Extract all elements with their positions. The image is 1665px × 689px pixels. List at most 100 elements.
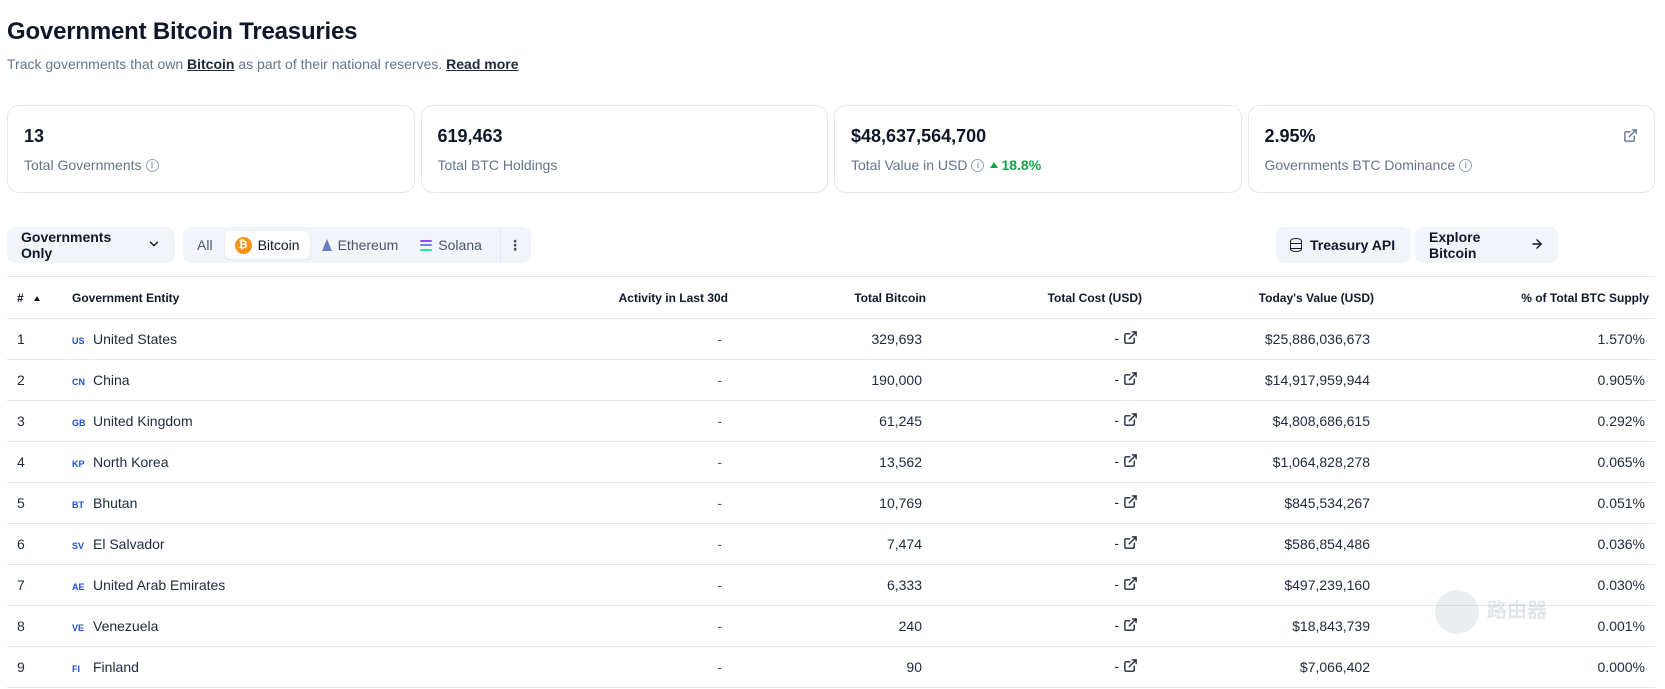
cell-total-cost: - xyxy=(932,401,1148,442)
entity-name[interactable]: Venezuela xyxy=(93,618,159,634)
arrow-right-icon xyxy=(1530,237,1544,254)
cell-entity[interactable]: VE Venezuela xyxy=(66,606,486,647)
cell-total-cost: - xyxy=(932,483,1148,524)
cell-total-cost: - xyxy=(932,319,1148,360)
cell-entity[interactable]: AE United Arab Emirates xyxy=(66,565,486,606)
cost-value: - xyxy=(1114,452,1119,469)
col-activity[interactable]: Activity in Last 30d xyxy=(486,277,734,319)
cell-entity[interactable]: GB United Kingdom xyxy=(66,401,486,442)
info-icon[interactable]: i xyxy=(1459,158,1473,172)
col-total-cost[interactable]: Total Cost (USD) xyxy=(932,277,1148,319)
cell-total-cost: - xyxy=(932,360,1148,401)
explore-bitcoin-button[interactable]: Explore Bitcoin xyxy=(1415,227,1558,263)
entity-name[interactable]: North Korea xyxy=(93,454,169,470)
external-link-icon[interactable] xyxy=(1123,371,1138,389)
cell-rank: 6 xyxy=(17,536,25,552)
external-link-icon[interactable] xyxy=(1123,535,1138,553)
stat-card-total-governments: 13 Total Governments i xyxy=(7,105,415,193)
table-row[interactable]: 5 BT Bhutan - 10,769 - $845,534,267 0.051% xyxy=(7,483,1655,524)
cell-rank: 1 xyxy=(17,331,25,347)
cell-entity[interactable]: KP North Korea xyxy=(66,442,486,483)
country-flag-icon: AE xyxy=(72,582,85,592)
cell-activity: - xyxy=(717,495,722,511)
governments-only-dropdown[interactable]: Governments Only xyxy=(7,227,175,263)
table-row[interactable]: 4 KP North Korea - 13,562 - $1,064,828,278 0.06… xyxy=(7,442,1655,483)
col-todays-value[interactable]: Today's Value (USD) xyxy=(1148,277,1380,319)
entity-name[interactable]: Bhutan xyxy=(93,495,138,511)
cell-entity[interactable]: BT Bhutan xyxy=(66,483,486,524)
entity-name[interactable]: United Arab Emirates xyxy=(93,577,226,593)
bitcoin-link[interactable]: Bitcoin xyxy=(187,56,235,72)
cell-total-bitcoin: 13,562 xyxy=(879,454,922,470)
info-icon[interactable]: i xyxy=(971,158,985,172)
cell-pct-supply: 0.030% xyxy=(1597,577,1645,593)
button-label: Treasury API xyxy=(1310,237,1396,253)
read-more-link[interactable]: Read more xyxy=(446,56,519,72)
stat-label: Total Governments i xyxy=(24,157,398,173)
toolbar: Governments Only All ₿ Bitcoin Ethereum … xyxy=(7,227,1655,263)
col-total-bitcoin[interactable]: Total Bitcoin xyxy=(734,277,932,319)
cell-entity[interactable]: SV El Salvador xyxy=(66,524,486,565)
entity-name[interactable]: Finland xyxy=(93,659,139,675)
cell-total-cost: - xyxy=(932,442,1148,483)
cell-entity[interactable]: US United States xyxy=(66,319,486,360)
stat-label: Governments BTC Dominance i xyxy=(1265,157,1639,173)
entity-name[interactable]: United Kingdom xyxy=(93,413,193,429)
col-label: Today's Value (USD) xyxy=(1258,290,1374,305)
col-rank[interactable]: # xyxy=(7,277,66,319)
col-pct-supply[interactable]: % of Total BTC Supply xyxy=(1380,277,1655,319)
external-link-icon[interactable] xyxy=(1123,330,1138,348)
country-flag-icon: KP xyxy=(72,459,85,469)
cell-todays-value: $18,843,739 xyxy=(1292,618,1370,634)
table-row[interactable]: 8 VE Venezuela - 240 - $18,843,739 0.001% xyxy=(7,606,1655,647)
external-link-icon[interactable] xyxy=(1123,412,1138,430)
treasuries-table: # Government Entity Activity in Last 30d… xyxy=(7,276,1655,688)
country-flag-icon: FI xyxy=(72,664,80,674)
asset-filter-group: All ₿ Bitcoin Ethereum Solana ⋮ xyxy=(183,227,531,263)
cell-rank: 9 xyxy=(17,659,25,675)
table-row[interactable]: 1 US United States - 329,693 - $25,886,036,673… xyxy=(7,319,1655,360)
cell-pct-supply: 0.292% xyxy=(1597,413,1645,429)
external-link-icon[interactable] xyxy=(1123,617,1138,635)
cell-entity[interactable]: FI Finland xyxy=(66,647,486,688)
table-row[interactable]: 7 AE United Arab Emirates - 6,333 - $497,239,1… xyxy=(7,565,1655,606)
filter-label: Solana xyxy=(438,237,482,253)
external-link-icon[interactable] xyxy=(1123,453,1138,471)
more-options-icon[interactable]: ⋮ xyxy=(508,236,522,253)
cell-todays-value: $7,066,402 xyxy=(1299,659,1370,675)
external-link-icon[interactable] xyxy=(1123,576,1138,594)
table-row[interactable]: 3 GB United Kingdom - 61,245 - $4,808,686,615 0… xyxy=(7,401,1655,442)
cell-activity: - xyxy=(717,331,722,347)
page-subtitle: Track governments that own Bitcoin as pa… xyxy=(7,56,519,72)
col-label: Total Cost (USD) xyxy=(1047,290,1142,305)
stats-cards: 13 Total Governments i 619,463 Total BTC… xyxy=(7,105,1655,193)
table-body: 1 US United States - 329,693 - $25,886,036,673… xyxy=(7,319,1655,688)
external-link-icon[interactable] xyxy=(1123,494,1138,512)
cell-pct-supply: 0.051% xyxy=(1597,495,1645,511)
table-row[interactable]: 2 CN China - 190,000 - $14,917,959,944 0.905% xyxy=(7,360,1655,401)
entity-name[interactable]: China xyxy=(93,372,130,388)
col-label: # xyxy=(17,290,24,305)
entity-name[interactable]: El Salvador xyxy=(93,536,165,552)
dropdown-label: Governments Only xyxy=(21,229,112,261)
table-row[interactable]: 9 FI Finland - 90 - $7,066,402 0.000% xyxy=(7,647,1655,688)
filter-all[interactable]: All xyxy=(187,231,223,259)
external-link-icon[interactable] xyxy=(1623,128,1638,148)
stat-card-total-btc-holdings: 619,463 Total BTC Holdings xyxy=(420,105,828,193)
cell-entity[interactable]: CN China xyxy=(66,360,486,401)
table-row[interactable]: 6 SV El Salvador - 7,474 - $586,854,486 0.036% xyxy=(7,524,1655,565)
cost-value: - xyxy=(1114,657,1119,674)
country-flag-icon: SV xyxy=(72,541,85,551)
filter-solana[interactable]: Solana xyxy=(410,231,492,259)
cell-rank: 3 xyxy=(17,413,25,429)
info-icon[interactable]: i xyxy=(145,158,159,172)
filter-ethereum[interactable]: Ethereum xyxy=(312,231,409,259)
col-entity[interactable]: Government Entity xyxy=(66,277,486,319)
treasury-api-button[interactable]: Treasury API xyxy=(1276,227,1411,263)
bitcoin-icon: ₿ xyxy=(234,236,252,254)
filter-bitcoin[interactable]: ₿ Bitcoin xyxy=(224,231,310,259)
external-link-icon[interactable] xyxy=(1123,658,1138,676)
cell-todays-value: $497,239,160 xyxy=(1284,577,1370,593)
entity-name[interactable]: United States xyxy=(93,331,178,347)
cell-total-cost: - xyxy=(932,565,1148,606)
